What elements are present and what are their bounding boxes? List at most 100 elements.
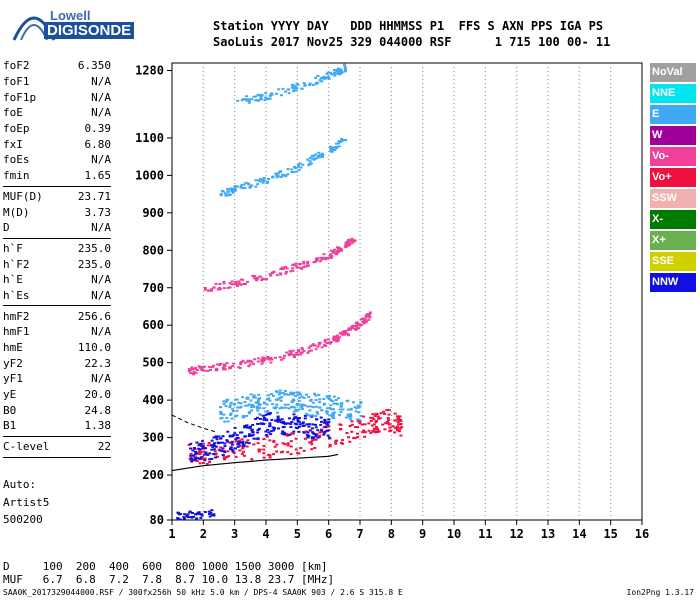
data-point	[211, 366, 215, 369]
data-point	[308, 429, 312, 432]
data-point	[314, 348, 318, 351]
data-point	[191, 368, 195, 371]
data-point	[316, 436, 320, 439]
param-name: foEs	[3, 153, 30, 167]
data-point	[287, 393, 291, 396]
data-point	[251, 430, 255, 433]
data-point	[303, 437, 307, 440]
data-point	[301, 348, 305, 351]
data-point	[266, 412, 270, 415]
x-tick-label: 15	[603, 527, 617, 541]
data-point	[262, 401, 266, 404]
data-point	[350, 242, 354, 245]
data-point	[325, 257, 329, 260]
data-point	[262, 452, 266, 455]
data-point	[287, 407, 291, 410]
data-point	[372, 418, 376, 421]
data-point	[347, 413, 351, 416]
x-tick-label: 13	[541, 527, 555, 541]
data-point	[195, 460, 199, 463]
data-point	[247, 442, 251, 445]
data-point	[222, 400, 226, 403]
data-point	[345, 244, 349, 247]
data-point	[208, 365, 212, 368]
data-point	[247, 101, 251, 104]
data-point	[331, 416, 335, 419]
data-point	[361, 415, 365, 418]
data-point	[254, 437, 258, 440]
data-point	[347, 243, 351, 246]
data-point	[275, 174, 279, 177]
data-point	[388, 430, 392, 433]
data-point	[260, 279, 264, 282]
data-point	[347, 238, 351, 241]
x-tick-label: 5	[294, 527, 301, 541]
data-point	[284, 272, 288, 275]
data-point	[224, 456, 228, 459]
data-point	[237, 401, 241, 404]
data-point	[193, 366, 197, 369]
param-value: N/A	[91, 90, 111, 104]
data-point	[250, 458, 254, 461]
data-point	[314, 435, 318, 438]
data-point	[312, 438, 316, 441]
data-point	[276, 417, 280, 420]
data-point	[312, 432, 316, 435]
data-point	[283, 403, 287, 406]
dmuf-muf-row: MUF 6.7 6.8 7.2 7.8 8.7 10.0 13.8 23.7 […	[3, 573, 335, 586]
param-name: foE	[3, 106, 23, 120]
data-point	[387, 408, 391, 411]
data-point	[250, 403, 254, 406]
data-point	[229, 413, 233, 416]
data-point	[247, 403, 251, 406]
data-point	[195, 452, 199, 455]
data-point	[239, 278, 243, 281]
data-point	[378, 417, 382, 420]
logo-line1: Lowell	[50, 8, 91, 23]
legend-item-vo: Vo+	[650, 168, 696, 187]
data-point	[336, 68, 340, 71]
data-point	[356, 420, 360, 423]
param-row: h`F2 235.0	[3, 256, 111, 272]
data-point	[212, 448, 216, 451]
data-point	[387, 419, 391, 422]
data-point	[326, 421, 330, 424]
data-point	[218, 287, 222, 290]
param-row: B0 24.8	[3, 402, 111, 418]
data-point	[326, 395, 330, 398]
data-point	[258, 406, 262, 409]
data-point	[197, 511, 201, 514]
data-point	[206, 444, 210, 447]
data-point	[297, 425, 301, 428]
data-point	[197, 447, 201, 450]
data-point	[222, 282, 226, 285]
data-point	[232, 434, 236, 437]
data-point	[306, 431, 310, 434]
data-point	[249, 185, 253, 188]
data-point	[209, 511, 213, 514]
data-point	[198, 462, 202, 465]
data-point	[195, 369, 199, 372]
data-point	[199, 448, 203, 451]
data-point	[243, 401, 247, 404]
data-point	[230, 280, 234, 283]
data-point	[320, 256, 324, 259]
data-point	[330, 414, 334, 417]
data-point	[241, 447, 245, 450]
data-point	[247, 100, 251, 103]
data-point	[234, 455, 238, 458]
data-point	[262, 358, 266, 361]
data-point	[368, 311, 372, 314]
data-point	[226, 187, 230, 190]
data-point	[208, 515, 212, 518]
data-point	[274, 172, 278, 175]
data-point	[278, 389, 282, 392]
data-point	[222, 367, 226, 370]
data-point	[283, 393, 287, 396]
data-point	[231, 188, 235, 191]
data-point	[307, 434, 311, 437]
data-point	[204, 447, 208, 450]
data-point	[291, 267, 295, 270]
data-point	[319, 76, 323, 79]
data-point	[216, 288, 220, 291]
